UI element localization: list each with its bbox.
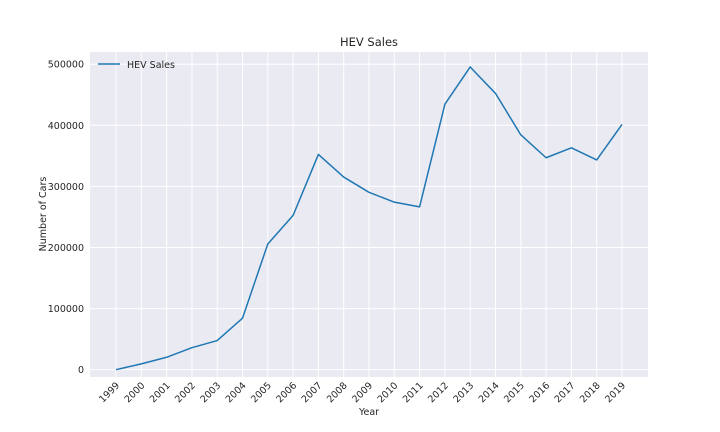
y-tick-label: 0 [78,365,84,376]
legend-label-hev-sales: HEV Sales [127,60,175,71]
x-tick-label: 2008 [325,380,350,405]
x-tick-label: 2005 [249,380,274,405]
legend: HEV Sales [98,60,175,71]
y-axis-label: Number of Cars [38,177,49,252]
x-tick-label: 2009 [350,380,375,405]
x-tick-label: 2014 [477,380,502,405]
x-tick-label: 2003 [198,380,223,405]
x-tick-label: 2013 [451,380,476,405]
x-tick-label: 2007 [300,380,325,405]
y-tick-label: 100000 [48,304,84,315]
x-tick-label: 2012 [426,380,451,405]
series-lines [115,66,623,371]
series-line-hev-sales [115,66,623,371]
x-tick-label: 2019 [603,380,628,405]
y-tick-label: 500000 [48,60,84,71]
chart-title: HEV Sales [340,35,398,49]
x-tick-label: 2018 [578,380,603,405]
y-tick-label: 200000 [48,243,84,254]
x-tick-label: 2016 [527,380,552,405]
x-tick-label: 2004 [224,380,249,405]
x-tick-label: 2002 [173,380,198,405]
x-tick-label: 2006 [274,380,299,405]
x-axis-label: Year [358,407,379,418]
y-tick-label: 300000 [48,182,84,193]
x-tick-label: 2015 [502,380,527,405]
x-tick-label: 1999 [97,380,122,405]
y-tick-label: 400000 [48,121,84,132]
x-tick-label: 2000 [123,380,148,405]
x-tick-label: 2010 [376,380,401,405]
x-tick-label: 2017 [553,380,578,405]
x-tick-label: 2001 [148,380,173,405]
grid [90,52,648,377]
x-tick-labels: 1999 2000 2001 2002 2003 2004 2005 2006 2007 2008… [97,380,628,405]
y-tick-labels: 0 100000 200000 300000 400000 500000 [48,60,84,376]
x-tick-label: 2011 [401,380,426,405]
